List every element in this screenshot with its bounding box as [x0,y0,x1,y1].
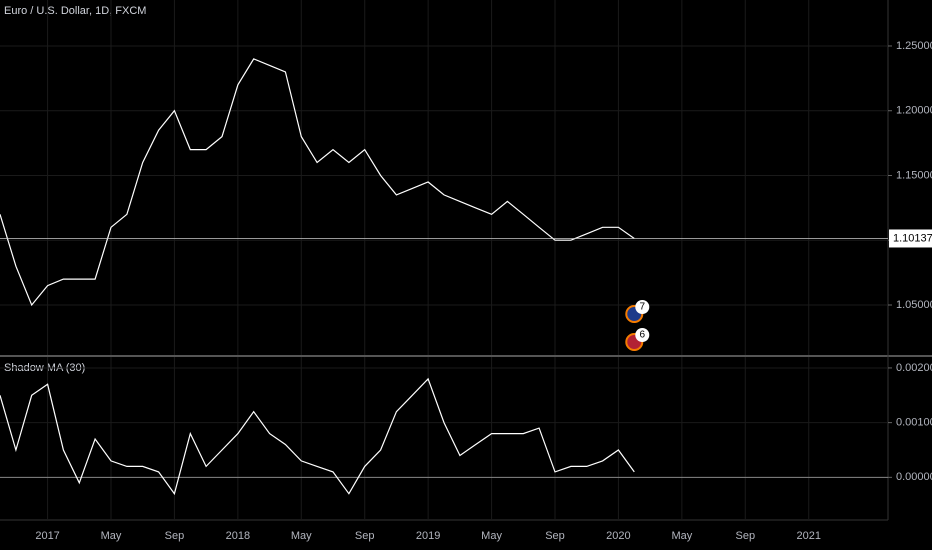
x-tick-label: Sep [165,530,185,542]
x-tick-label: 2018 [226,530,250,542]
y-tick-label: 0.00000 [896,471,932,483]
event-count: 7 [640,302,646,313]
event-count: 6 [640,330,646,341]
series-line [0,377,635,496]
last-price-label: 1.10137 [893,232,932,244]
x-tick-label: 2019 [416,530,440,542]
y-tick-label: 1.20000 [896,105,932,117]
x-tick-label: Sep [735,530,755,542]
last-price-box [889,229,932,248]
x-tick-label: Sep [545,530,565,542]
y-tick-label: 0.00100 [896,417,932,429]
y-tick-label: 1.15000 [896,169,932,181]
x-tick-label: 2021 [796,530,820,542]
y-tick-label: 1.05000 [896,299,932,311]
event-badge [635,328,650,342]
x-tick-label: Sep [355,530,375,542]
chart-title: Euro / U.S. Dollar, 1D, FXCM [4,5,146,17]
x-tick-label: May [481,530,502,542]
x-tick-label: 2017 [35,530,59,542]
x-tick-label: May [291,530,312,542]
x-tick-label: May [671,530,692,542]
y-tick-label: 1.25000 [896,40,932,52]
series-line [0,58,635,307]
y-tick-label: 0.00200 [896,362,932,374]
x-tick-label: 2020 [606,530,630,542]
x-tick-label: May [101,530,122,542]
event-badge [635,300,650,314]
